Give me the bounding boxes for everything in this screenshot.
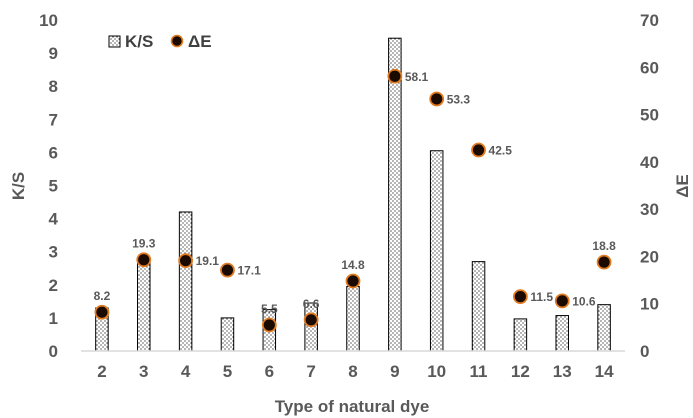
de-marker xyxy=(596,254,612,270)
de-marker xyxy=(136,252,152,268)
de-data-label: 19.3 xyxy=(132,237,156,251)
y-axis-title-right: ΔE xyxy=(673,174,692,198)
de-data-label: 42.5 xyxy=(489,144,513,158)
de-marker xyxy=(429,91,445,107)
y-left-tick-label: 1 xyxy=(49,309,58,328)
x-tick-label: 8 xyxy=(348,362,357,381)
y-left-tick-label: 9 xyxy=(49,44,58,63)
legend-ks-swatch xyxy=(108,35,121,48)
ks-bar xyxy=(597,304,611,352)
de-data-label: 53.3 xyxy=(447,92,471,106)
x-tick-label: 7 xyxy=(306,362,315,381)
de-marker xyxy=(387,68,403,84)
x-tick-label: 11 xyxy=(470,362,488,381)
de-marker xyxy=(345,273,361,289)
de-data-label: 14.8 xyxy=(341,258,365,272)
de-data-label: 58.1 xyxy=(405,70,429,84)
x-tick-label: 4 xyxy=(181,362,191,381)
ks-bar xyxy=(429,150,444,352)
de-data-label: 17.1 xyxy=(237,264,261,278)
de-marker xyxy=(303,312,319,328)
y-right-tick-label: 50 xyxy=(640,106,659,125)
de-marker xyxy=(554,293,570,309)
y-left-tick-label: 3 xyxy=(49,243,58,262)
data-labels-layer: 8.2 19.3 19.1 17.1 5.5 6.6 14.8 58.1 53.3 42.5 11.… xyxy=(94,70,616,316)
y-left-tick-label: 8 xyxy=(49,77,58,96)
de-marker xyxy=(471,142,486,158)
y-left-ticks: 0 1 2 3 4 5 6 7 8 9 10 xyxy=(39,11,58,361)
x-tick-label: 9 xyxy=(390,362,399,381)
de-marker xyxy=(178,253,194,269)
y-left-tick-label: 0 xyxy=(49,342,58,361)
x-tick-label: 14 xyxy=(595,362,614,381)
y-right-tick-label: 0 xyxy=(640,342,649,361)
ks-bar xyxy=(555,315,569,352)
y-right-tick-label: 70 xyxy=(640,11,659,30)
markers-layer xyxy=(94,68,612,333)
y-right-tick-label: 40 xyxy=(640,153,659,172)
legend-ks-label: K/S xyxy=(125,32,153,51)
de-data-label: 19.1 xyxy=(196,254,220,268)
x-tick-label: 6 xyxy=(265,362,274,381)
de-data-label: 11.5 xyxy=(530,290,553,304)
x-tick-label: 10 xyxy=(427,362,446,381)
de-marker xyxy=(94,304,110,320)
de-data-label: 6.6 xyxy=(303,297,320,311)
x-ticks: 2 3 4 5 6 7 8 9 10 11 12 13 14 xyxy=(97,362,614,381)
de-marker xyxy=(220,262,235,278)
y-right-tick-label: 30 xyxy=(640,200,659,219)
y-left-tick-label: 2 xyxy=(49,276,58,295)
ks-bar xyxy=(513,318,528,352)
y-left-tick-label: 4 xyxy=(49,210,59,229)
y-right-ticks: 0 10 20 30 40 50 60 70 xyxy=(640,11,659,361)
legend-de-label: ΔE xyxy=(188,32,212,51)
x-tick-label: 5 xyxy=(223,362,232,381)
y-left-tick-label: 6 xyxy=(49,143,58,162)
x-tick-label: 2 xyxy=(97,362,106,381)
x-tick-label: 12 xyxy=(511,362,530,381)
x-axis-title: Type of natural dye xyxy=(275,397,430,416)
y-right-tick-label: 10 xyxy=(640,295,659,314)
ks-bar xyxy=(137,257,151,352)
x-tick-label: 13 xyxy=(553,362,572,381)
ks-bar xyxy=(388,37,402,352)
de-data-label: 8.2 xyxy=(94,289,111,303)
ks-bar xyxy=(471,261,486,352)
ks-bar xyxy=(220,317,235,352)
legend-de-marker xyxy=(170,34,184,48)
de-marker xyxy=(512,289,528,305)
de-data-label: 5.5 xyxy=(261,302,278,316)
y-left-tick-label: 10 xyxy=(39,11,58,30)
y-right-tick-label: 20 xyxy=(640,247,659,266)
x-tick-label: 3 xyxy=(139,362,148,381)
y-axis-title-left: K/S xyxy=(9,172,28,200)
de-data-label: 10.6 xyxy=(572,294,596,308)
ks-bar xyxy=(346,285,360,352)
legend: K/S ΔE xyxy=(108,32,212,51)
y-left-tick-label: 5 xyxy=(49,177,58,196)
de-data-label: 18.8 xyxy=(592,239,616,253)
y-left-tick-label: 7 xyxy=(49,110,58,129)
de-marker xyxy=(261,317,277,333)
y-right-tick-label: 60 xyxy=(640,58,659,77)
ks-bar xyxy=(178,211,193,352)
